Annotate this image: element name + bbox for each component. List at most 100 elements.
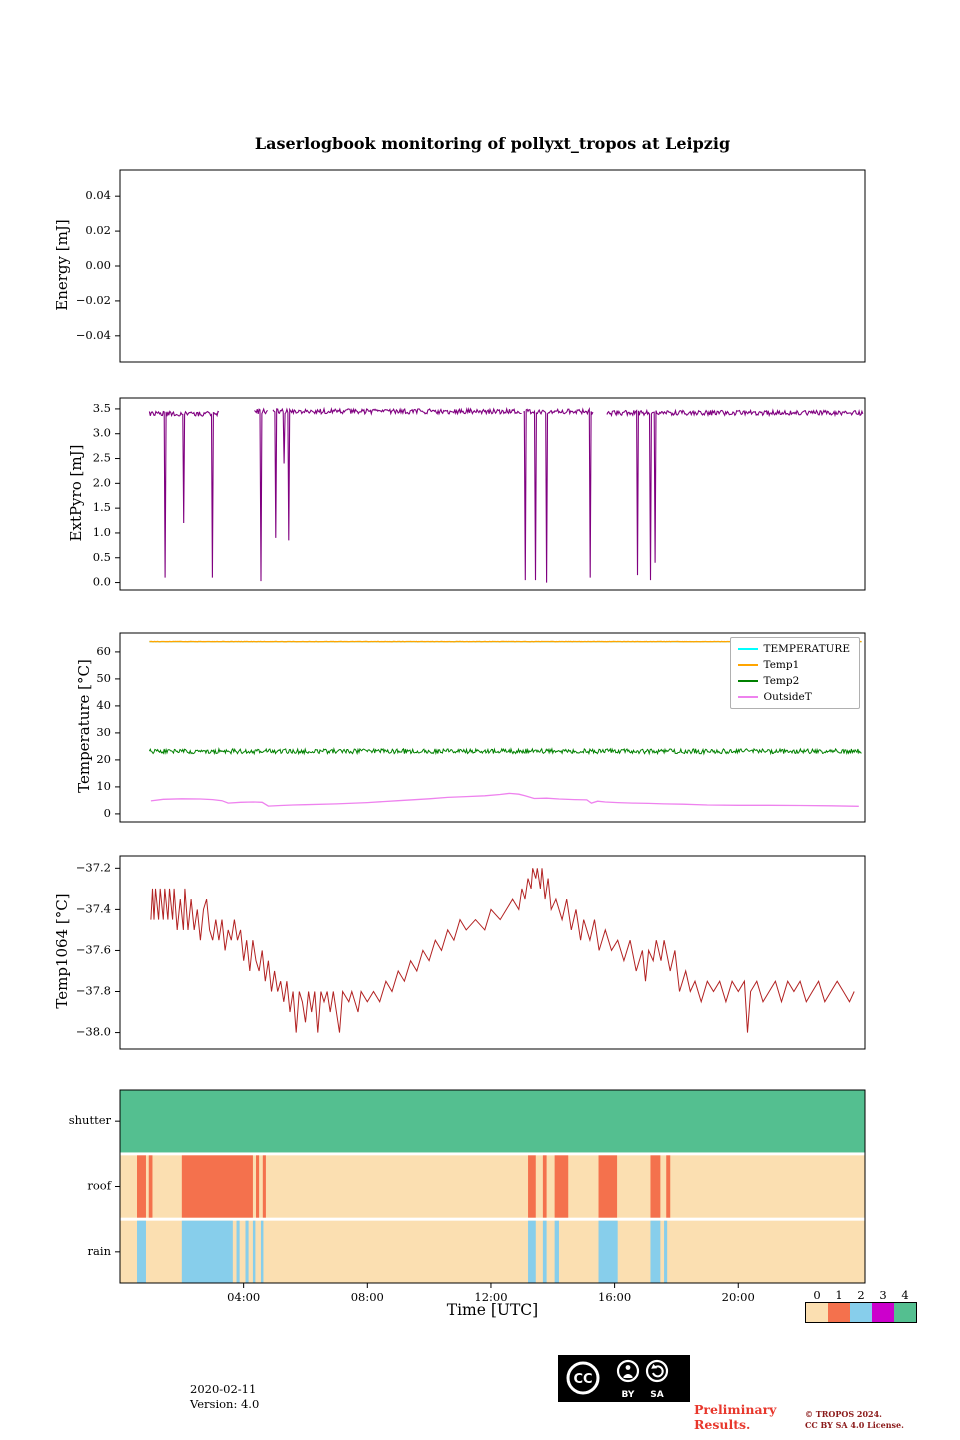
status-segment <box>181 1155 253 1218</box>
status-segment <box>542 1155 547 1218</box>
y-tick-label: −0.02 <box>76 293 111 307</box>
status-segment <box>260 1220 264 1283</box>
x-tick-label: 12:00 <box>474 1290 507 1304</box>
preliminary-results-note: Preliminary Results. <box>694 1402 776 1432</box>
status-segment <box>252 1220 256 1283</box>
y-tick-label: 2.5 <box>93 451 111 465</box>
legend-line-sample <box>737 664 758 666</box>
colorbar-tick-label: 4 <box>901 1288 909 1302</box>
colorbar-cell <box>806 1303 828 1322</box>
series-extpyro <box>272 406 522 541</box>
status-segment <box>137 1155 146 1218</box>
extpyro-axis-label: ExtPyro [mJ] <box>67 444 85 542</box>
colorbar-tick-label: 2 <box>857 1288 865 1302</box>
legend-label: Temp1 <box>763 659 800 671</box>
cc-license-badge: CC BY SA <box>558 1355 690 1402</box>
status-segment <box>650 1220 661 1283</box>
status-segment <box>256 1155 260 1218</box>
legend-item: TEMPERATURE <box>737 643 851 655</box>
status-row-label: shutter <box>69 1113 112 1127</box>
legend-label: Temp2 <box>763 675 800 687</box>
colorbar-cell <box>894 1303 916 1322</box>
colorbar-cell <box>828 1303 850 1322</box>
status-segment <box>148 1155 153 1218</box>
y-tick-label: 0.0 <box>93 575 111 589</box>
status-segment <box>598 1220 618 1283</box>
cc-sa-arrowhead-icon <box>651 1364 658 1369</box>
energy-axis-label: Energy [mJ] <box>53 219 71 311</box>
temperature-axis-label: Temperature [°C] <box>75 659 93 793</box>
plot-frame <box>119 855 866 1050</box>
y-tick-label: 1.5 <box>93 500 111 514</box>
status-row-label: roof <box>87 1179 111 1193</box>
y-tick-label: 0.04 <box>85 188 111 202</box>
date-text: 2020-02-11 <box>190 1382 257 1396</box>
colorbar-cell <box>850 1303 872 1322</box>
legend-line-sample <box>737 696 758 698</box>
y-tick-label: −37.2 <box>76 860 111 874</box>
status-segment <box>245 1220 249 1283</box>
status-segment <box>528 1220 536 1283</box>
series-temp1064 <box>150 868 855 1033</box>
status-segment <box>137 1220 146 1283</box>
series-extpyro <box>606 408 864 581</box>
cc-logo-text: CC <box>573 1372 592 1387</box>
legend-line-sample <box>737 648 758 650</box>
plot-frame <box>119 632 866 823</box>
plot-frame <box>119 169 866 363</box>
x-tick-label: 16:00 <box>598 1290 631 1304</box>
y-tick-label: 0.02 <box>85 223 111 237</box>
y-tick-label: −37.6 <box>76 942 111 956</box>
series-extpyro <box>523 406 594 583</box>
temp1064-axis-label: Temp1064 [°C] <box>53 893 71 1009</box>
status-segment <box>236 1220 240 1283</box>
status-row-background <box>120 1220 865 1283</box>
y-tick-label: 20 <box>96 752 111 766</box>
series-outsidet <box>150 792 859 807</box>
status-segment <box>666 1155 671 1218</box>
colorbar-cell <box>872 1303 894 1322</box>
status-segment <box>554 1155 569 1218</box>
y-tick-label: 50 <box>96 671 111 685</box>
cc-by-person-icon <box>625 1365 631 1370</box>
legend-line-sample <box>737 680 758 682</box>
temperature-legend: TEMPERATURE Temp1 Temp2 OutsideT <box>729 637 860 709</box>
legend-item: Temp2 <box>737 675 851 687</box>
y-tick-label: −37.4 <box>76 901 111 915</box>
y-tick-label: 3.5 <box>93 401 111 415</box>
cc-sa-icon <box>645 1359 669 1383</box>
cc-sa-label: SA <box>650 1390 663 1400</box>
y-tick-label: 10 <box>96 779 111 793</box>
status-segment <box>120 1090 865 1153</box>
copyright-line1: © TROPOS 2024. <box>805 1409 882 1419</box>
x-tick-label: 08:00 <box>351 1290 384 1304</box>
copyright-line2: CC BY SA 4.0 License. <box>805 1420 904 1430</box>
status-segment <box>598 1155 618 1218</box>
x-tick-label: 20:00 <box>722 1290 755 1304</box>
y-tick-label: −37.8 <box>76 984 111 998</box>
status-segment <box>262 1155 266 1218</box>
footer-date-version: 2020-02-11 Version: 4.0 <box>190 1382 259 1412</box>
cc-by-label: BY <box>622 1390 635 1400</box>
time-axis-label: Time [UTC] <box>446 1301 539 1319</box>
y-tick-label: 0.5 <box>93 550 111 564</box>
copyright-note: © TROPOS 2024. CC BY SA 4.0 License. <box>805 1409 904 1431</box>
status-segment <box>181 1220 233 1283</box>
x-tick-label: 04:00 <box>227 1290 260 1304</box>
colorbar-tick-label: 1 <box>835 1288 843 1302</box>
y-tick-label: 30 <box>96 725 111 739</box>
legend-label: TEMPERATURE <box>763 643 851 655</box>
status-segment <box>528 1155 536 1218</box>
legend-label: OutsideT <box>763 691 812 703</box>
y-tick-label: 1.0 <box>93 525 111 539</box>
version-text: Version: 4.0 <box>190 1397 260 1411</box>
preliminary-line1: Preliminary <box>694 1402 777 1417</box>
y-tick-label: 3.0 <box>93 426 111 440</box>
plot-frame <box>119 397 866 591</box>
series-temp2 <box>148 747 862 756</box>
y-tick-label: 60 <box>96 644 111 658</box>
status-segment <box>650 1155 661 1218</box>
